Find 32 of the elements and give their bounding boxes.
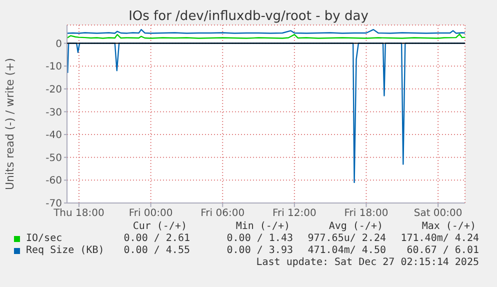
legend-label: IO/sec <box>26 233 62 244</box>
y-tick-label: -20 <box>46 84 62 96</box>
x-tick-label: Sat 00:00 <box>414 208 462 220</box>
y-axis-title: Units read (-) / write (+) <box>4 58 16 190</box>
text: Min (-/+) <box>236 221 290 232</box>
text: 977.65u/ 2.24 <box>308 233 386 244</box>
text: 0.00 / 2.61 <box>124 233 190 244</box>
y-tick-label: -30 <box>46 107 62 118</box>
y-tick-label: -40 <box>46 130 62 142</box>
y-tick-label: -10 <box>46 62 62 73</box>
y-tick-label: -50 <box>46 152 62 164</box>
text: Avg (-/+) <box>328 221 383 232</box>
text: 0.00 / 1.43 <box>226 233 293 244</box>
text: 60.67 / 6.01 <box>406 245 479 256</box>
text: 0.00 / 4.55 <box>124 245 190 256</box>
x-tick-label: Thu 18:00 <box>52 208 104 220</box>
y-tick-label: -70 <box>46 198 62 210</box>
y-tick-label: 0 <box>56 38 62 50</box>
chart-title: IOs for /dev/influxdb-vg/root - by day <box>128 9 370 24</box>
text: Max (-/+) <box>422 221 476 232</box>
legend-label: Req Size (KB) <box>26 245 104 256</box>
x-tick-label: Fri 00:00 <box>128 208 173 220</box>
line-series <box>67 42 465 184</box>
text: Cur (-/+) <box>132 221 187 232</box>
y-tick-label: -60 <box>46 176 62 187</box>
x-tick-label: Fri 12:00 <box>272 208 316 220</box>
text: 0.00 / 3.93 <box>226 245 293 256</box>
text: Last update: Sat Dec 27 02:15:14 2025 <box>256 257 479 268</box>
text: 471.04m/ 4.50 <box>308 245 386 256</box>
x-tick-label: Fri 06:00 <box>200 208 245 220</box>
x-tick-label: Fri 18:00 <box>344 208 388 220</box>
text: 171.40m/ 4.24 <box>400 233 479 244</box>
